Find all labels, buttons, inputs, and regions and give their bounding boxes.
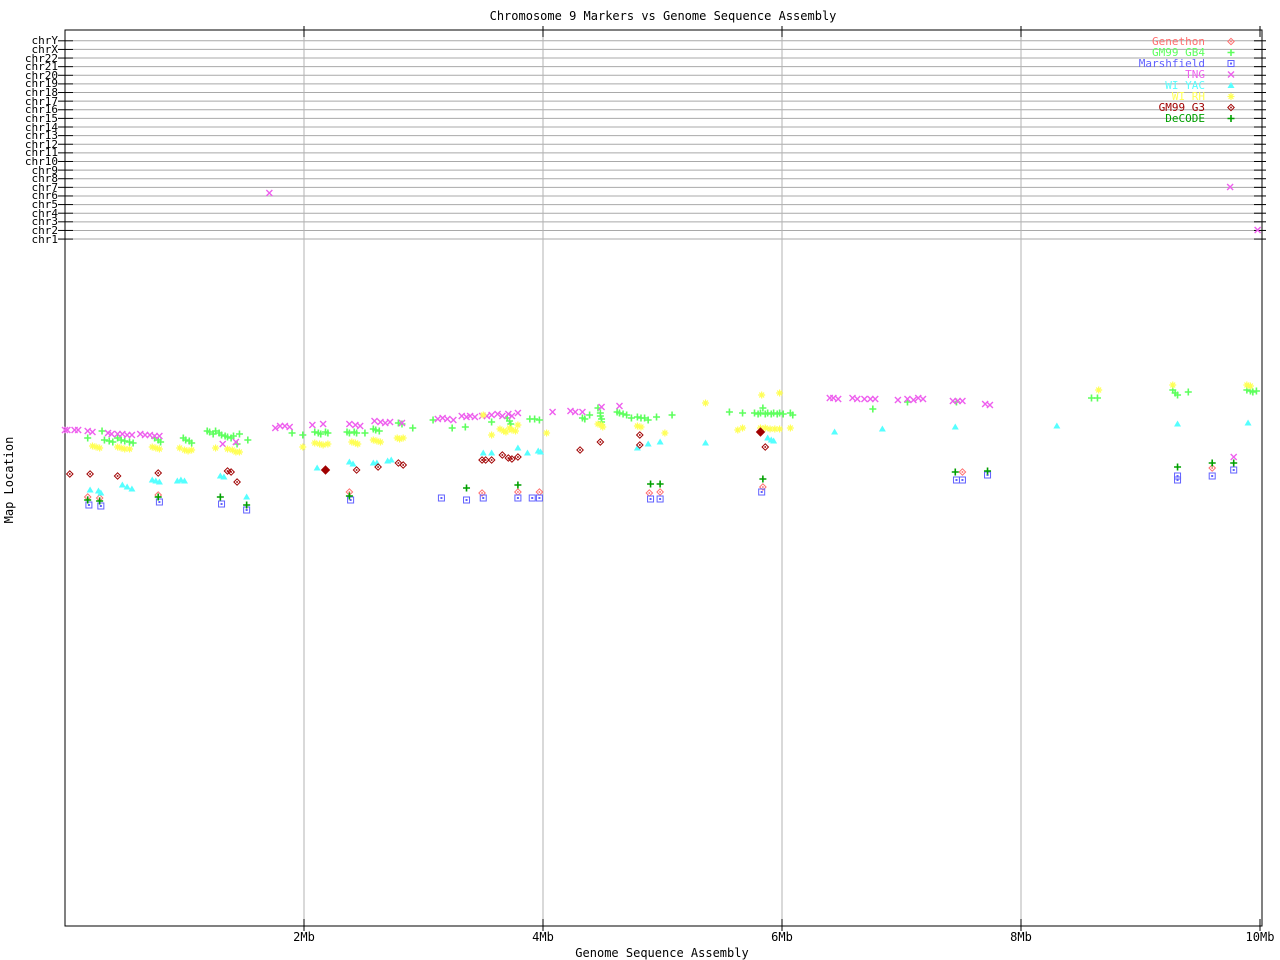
chr-label-chr11: chr11 <box>24 146 58 160</box>
x-tick-label-2Mb: 2Mb <box>293 930 315 944</box>
chr-label-chr16: chr16 <box>24 103 58 117</box>
x-axis-title: Genome Sequence Assembly <box>575 946 749 960</box>
series-genethon <box>83 464 1217 502</box>
legend-item-decode: DeCODE <box>1080 113 1280 124</box>
legend-marker-icon <box>1224 102 1238 113</box>
legend-label: DeCODE <box>1165 112 1205 125</box>
chr-label-chrX: chrX <box>31 42 59 56</box>
chr-label-chr17: chr17 <box>24 94 58 108</box>
legend-label: WI YAC <box>1165 79 1205 92</box>
x-tick-label-8Mb: 8Mb <box>1010 930 1032 944</box>
x-tick-label-6Mb: 6Mb <box>771 930 793 944</box>
legend-marker-icon <box>1224 113 1238 124</box>
legend-label: GM99 GB4 <box>1152 46 1205 59</box>
legend-label: Genethon <box>1152 35 1205 48</box>
x-tick-label-4Mb: 4Mb <box>532 930 554 944</box>
chr-label-chr12: chr12 <box>24 137 58 151</box>
chr-label-chr6: chr6 <box>31 189 59 203</box>
chr-label-chr1: chr1 <box>31 232 59 246</box>
chr-label-chr3: chr3 <box>31 215 59 229</box>
chr-label-chr9: chr9 <box>31 163 59 177</box>
legend-label: Marshfield <box>1138 57 1205 70</box>
series-tng <box>61 183 1262 461</box>
series-wi-rh <box>88 381 1254 456</box>
chr-label-chr8: chr8 <box>31 172 59 186</box>
chr-label-chr21: chr21 <box>24 60 58 74</box>
legend-marker-icon <box>1224 91 1238 102</box>
legend-label: TNG <box>1185 68 1205 81</box>
series-marshfield <box>85 466 1238 514</box>
chr-label-chr10: chr10 <box>24 154 58 168</box>
chr-label-chr15: chr15 <box>24 111 58 125</box>
chr-label-chrY: chrY <box>31 34 59 48</box>
chr-label-chr7: chr7 <box>31 180 59 194</box>
legend-label: GM99 G3 <box>1158 101 1205 114</box>
chr-label-chr20: chr20 <box>24 68 58 82</box>
chr-label-chr5: chr5 <box>31 198 59 212</box>
chr-label-chr13: chr13 <box>24 129 58 143</box>
chr-label-chr4: chr4 <box>31 206 59 220</box>
legend-marker-icon <box>1224 36 1238 47</box>
series-wi-yac <box>86 419 1252 500</box>
chr-label-chr18: chr18 <box>24 86 58 100</box>
series-gm99-gb4 <box>84 386 1260 448</box>
series-gm99-g3 <box>65 427 770 486</box>
legend: Genethon GM99 GB4 Marshfield TNG WI YAC WI RH… <box>1080 36 1280 124</box>
plot-frame <box>64 29 1263 927</box>
chart-title: Chromosome 9 Markers vs Genome Sequence … <box>489 9 837 23</box>
legend-marker-icon <box>1224 47 1238 58</box>
chr-label-chr14: chr14 <box>24 120 58 134</box>
legend-item-tng: TNG <box>1080 69 1280 80</box>
legend-item-marshfield: Marshfield <box>1080 58 1280 69</box>
legend-item-genethon: Genethon <box>1080 36 1280 47</box>
series-decode <box>84 459 1238 509</box>
legend-marker-icon <box>1224 80 1238 91</box>
legend-marker-icon <box>1224 58 1238 69</box>
legend-marker-icon <box>1224 69 1238 80</box>
chr-label-chr19: chr19 <box>24 77 58 91</box>
legend-item-gm99-g3: GM99 G3 <box>1080 102 1280 113</box>
legend-item-wi-rh: WI RH <box>1080 91 1280 102</box>
legend-label: WI RH <box>1171 90 1205 103</box>
legend-item-gm99-gb4: GM99 GB4 <box>1080 47 1280 58</box>
chr-label-chr22: chr22 <box>24 51 58 65</box>
legend-item-wi-yac: WI YAC <box>1080 80 1280 91</box>
x-tick-label-10Mb: 10Mb <box>1245 930 1275 944</box>
chr-label-chr2: chr2 <box>31 223 59 237</box>
